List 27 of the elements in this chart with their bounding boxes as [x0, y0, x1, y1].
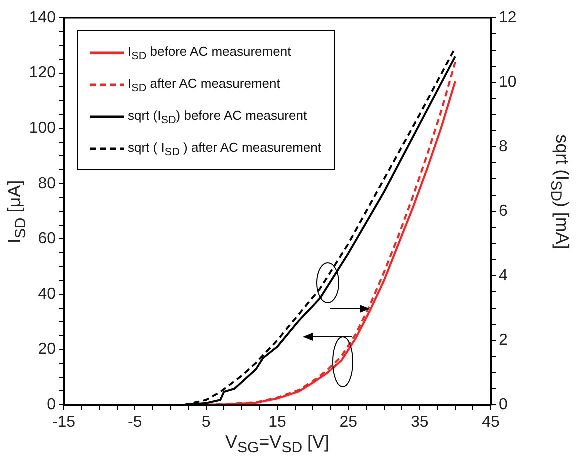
x-tick-label: 15	[268, 414, 286, 432]
y2-tick-label: 0	[499, 396, 508, 414]
x-tick-label: 45	[482, 414, 500, 432]
legend-label: sqrt ( I$_{SD}$ ) after AC measurement	[128, 140, 322, 158]
y-tick-label: 40	[38, 286, 56, 303]
y-tick-label: 60	[38, 230, 56, 248]
x-tick-label: 25	[340, 414, 358, 432]
y-tick-label: 20	[38, 341, 56, 358]
y-tick-label: 80	[38, 175, 56, 192]
legend-label: I$_{SD}$ before AC measurement	[128, 44, 292, 62]
x-tick-label: 35	[410, 414, 429, 432]
x-axis-title: V$_{SG}$=V$_{SD}$ [V]	[224, 432, 331, 457]
y2-tick-label: 6	[499, 202, 508, 220]
y-tick-label: 0	[47, 396, 56, 414]
y2-tick-label: 4	[499, 267, 508, 284]
x-tick-label: -5	[128, 414, 142, 432]
y2-tick-label: 12	[499, 9, 517, 26]
y-tick-label: 120	[29, 64, 56, 82]
x-tick-label: 5	[202, 414, 211, 432]
y2-tick-label: 8	[499, 138, 508, 156]
y2-tick-label: 10	[499, 74, 517, 91]
y-tick-label: 140	[29, 9, 56, 26]
y-tick-label: 100	[29, 120, 56, 137]
x-tick-label: -15	[52, 414, 76, 432]
legend-label: sqrt (I$_{SD}$) before AC measurent	[128, 108, 308, 126]
y2-tick-label: 2	[499, 332, 508, 349]
legend-label: I$_{SD}$ after AC measurement	[128, 76, 280, 94]
